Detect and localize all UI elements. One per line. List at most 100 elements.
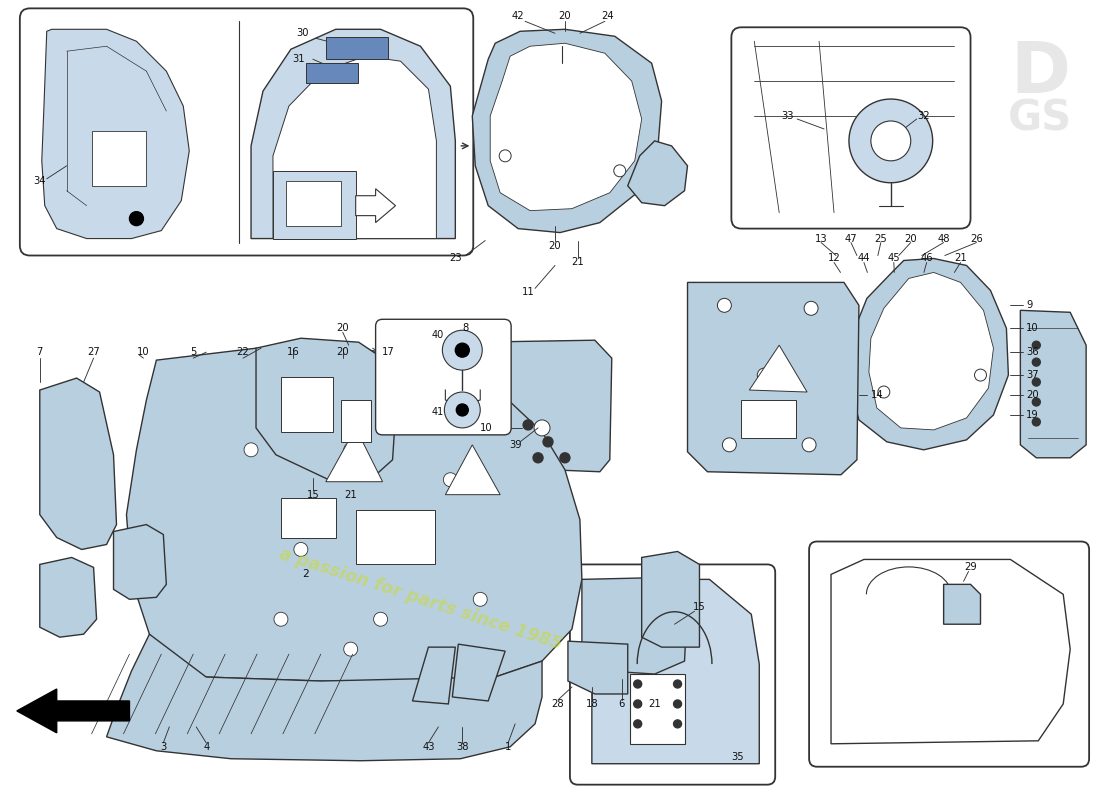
Circle shape	[878, 386, 890, 398]
Circle shape	[543, 437, 553, 447]
Text: 39: 39	[509, 440, 522, 450]
Polygon shape	[446, 445, 501, 494]
Bar	[741, 400, 796, 438]
Text: 20: 20	[337, 323, 349, 334]
Text: 26: 26	[970, 234, 983, 243]
Text: 18: 18	[585, 699, 598, 709]
Polygon shape	[326, 428, 383, 482]
Bar	[286, 181, 341, 226]
Bar	[306, 63, 358, 83]
Circle shape	[614, 165, 626, 177]
Text: 21: 21	[648, 699, 661, 709]
FancyBboxPatch shape	[375, 319, 512, 435]
Polygon shape	[475, 340, 612, 472]
Polygon shape	[40, 558, 97, 637]
Polygon shape	[355, 189, 396, 222]
Circle shape	[414, 542, 428, 557]
Text: 38: 38	[456, 742, 469, 752]
Text: 27: 27	[87, 347, 100, 357]
Polygon shape	[42, 30, 189, 238]
Circle shape	[560, 453, 570, 462]
Text: 43: 43	[422, 742, 435, 752]
Text: 11: 11	[521, 287, 535, 298]
Text: 35: 35	[732, 752, 744, 762]
Text: 20: 20	[337, 347, 349, 357]
Circle shape	[244, 443, 258, 457]
Circle shape	[535, 420, 550, 436]
Text: 8: 8	[462, 323, 469, 334]
Circle shape	[975, 369, 987, 381]
Circle shape	[723, 438, 736, 452]
Text: 21: 21	[954, 254, 967, 263]
Polygon shape	[641, 551, 700, 647]
Text: 20: 20	[904, 234, 917, 243]
Circle shape	[1032, 378, 1041, 386]
Bar	[326, 38, 387, 59]
Bar	[280, 498, 336, 538]
Circle shape	[849, 99, 933, 182]
Text: 23: 23	[449, 254, 462, 263]
Polygon shape	[452, 644, 505, 701]
Polygon shape	[944, 584, 980, 624]
Circle shape	[717, 298, 732, 312]
Text: 2: 2	[302, 570, 309, 579]
Text: D: D	[1010, 38, 1070, 108]
Polygon shape	[582, 578, 688, 674]
Polygon shape	[40, 378, 117, 550]
Text: 14: 14	[871, 390, 883, 400]
Text: 13: 13	[815, 234, 827, 243]
Circle shape	[634, 700, 641, 708]
Circle shape	[1032, 398, 1041, 406]
Circle shape	[444, 392, 481, 428]
FancyBboxPatch shape	[20, 8, 473, 255]
Text: 12: 12	[827, 254, 840, 263]
Text: 40: 40	[431, 330, 443, 340]
Text: 30: 30	[297, 28, 309, 38]
Circle shape	[524, 420, 534, 430]
Circle shape	[443, 473, 458, 486]
Polygon shape	[126, 345, 582, 681]
Polygon shape	[749, 345, 807, 392]
Text: GS: GS	[1009, 98, 1072, 140]
Text: 15: 15	[693, 602, 706, 612]
Text: 47: 47	[845, 234, 857, 243]
Circle shape	[757, 368, 771, 382]
Text: 45: 45	[888, 254, 900, 263]
Text: 41: 41	[431, 407, 443, 417]
Circle shape	[673, 720, 682, 728]
Text: 7: 7	[36, 347, 43, 357]
Bar	[91, 131, 146, 186]
Circle shape	[294, 542, 308, 557]
Circle shape	[1032, 418, 1041, 426]
Text: 10: 10	[480, 423, 492, 433]
Circle shape	[804, 302, 818, 315]
Polygon shape	[273, 56, 437, 238]
Text: 21: 21	[344, 490, 358, 500]
Polygon shape	[273, 170, 355, 238]
Circle shape	[634, 680, 641, 688]
Circle shape	[455, 343, 470, 357]
Bar	[341, 400, 371, 442]
Text: 20: 20	[559, 11, 571, 22]
Polygon shape	[1021, 310, 1086, 458]
FancyBboxPatch shape	[570, 565, 776, 785]
Circle shape	[634, 720, 641, 728]
Polygon shape	[472, 30, 661, 233]
FancyBboxPatch shape	[732, 27, 970, 229]
Text: 37: 37	[1026, 370, 1039, 380]
Polygon shape	[592, 579, 759, 764]
Text: 46: 46	[921, 254, 933, 263]
FancyBboxPatch shape	[810, 542, 1089, 766]
Text: 6: 6	[618, 699, 625, 709]
Text: 34: 34	[33, 176, 46, 186]
Text: 29: 29	[965, 562, 977, 573]
Circle shape	[499, 150, 512, 162]
Circle shape	[442, 330, 482, 370]
Polygon shape	[107, 634, 542, 761]
Text: 32: 32	[917, 111, 930, 121]
Text: 9: 9	[1026, 300, 1033, 310]
Text: a passion for parts since 1985: a passion for parts since 1985	[277, 545, 564, 654]
Circle shape	[802, 438, 816, 452]
Text: 10: 10	[1026, 323, 1039, 334]
Text: 1: 1	[505, 742, 512, 752]
